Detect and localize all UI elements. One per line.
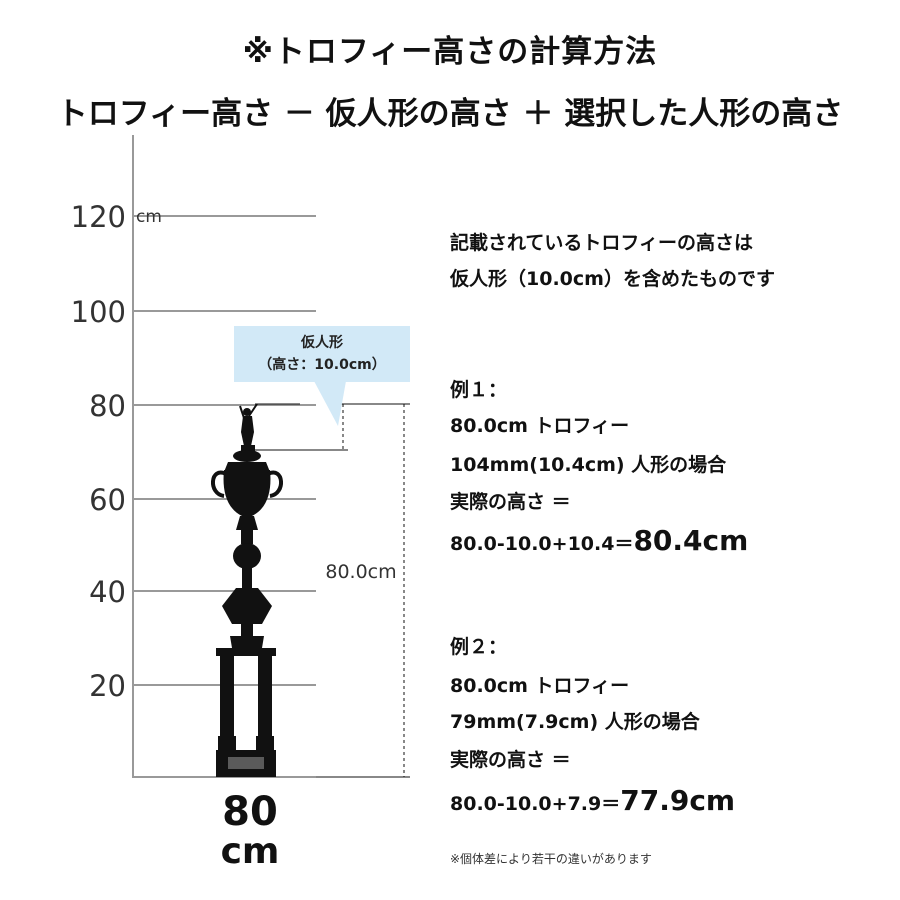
trophy-silhouette	[216, 403, 276, 777]
tick-label: 80	[89, 389, 126, 423]
trophy-size-value: 80	[222, 789, 278, 835]
tick-label: 120	[71, 200, 126, 234]
trophy-size-unit: cm	[220, 831, 280, 872]
tick-label: 40	[89, 575, 126, 609]
example2-title: 例２：	[450, 636, 508, 658]
example2-calculation: 80.0-10.0+7.9＝77.9cm	[450, 784, 735, 817]
callout-height: （高さ：10.0cm）	[258, 357, 386, 373]
left-handle	[211, 470, 227, 498]
callout-pointer	[314, 381, 346, 426]
example1-trophy: 80.0cm トロフィー	[450, 415, 630, 437]
example1-actual-label: 実際の高さ ＝	[450, 491, 571, 513]
dimension-label: 80.0cm	[325, 561, 396, 583]
callout-title: 仮人形	[301, 335, 343, 351]
example2-figure: 79mm(7.9cm) 人形の場合	[450, 711, 700, 733]
example2-calc: 80.0-10.0+7.9＝	[450, 793, 621, 815]
right-handle	[267, 470, 283, 498]
example1-figure: 104mm(10.4cm) 人形の場合	[450, 454, 727, 476]
formula-heading: トロフィー高さ － 仮人形の高さ ＋ 選択した人形の高さ	[56, 96, 844, 132]
example1-result: 80.4cm	[633, 524, 749, 557]
tick-label: 60	[89, 483, 126, 517]
example2-result: 77.9cm	[620, 784, 736, 817]
callout-box: 仮人形 （高さ：10.0cm）	[234, 326, 410, 382]
example2-trophy: 80.0cm トロフィー	[450, 675, 630, 697]
page-title: ※トロフィー高さの計算方法	[242, 34, 658, 70]
unit-label: cm	[136, 207, 162, 227]
base-plaque	[228, 757, 264, 769]
description-line2: 仮人形（10.0cm）を含めたものです	[450, 268, 775, 290]
example2-actual-label: 実際の高さ ＝	[450, 749, 571, 771]
description-line1: 記載されているトロフィーの高さは	[450, 232, 754, 254]
example1-calculation: 80.0-10.0+10.4＝80.4cm	[450, 524, 748, 557]
tick-label: 100	[71, 295, 126, 329]
tick-label: 20	[89, 669, 126, 703]
example1-calc: 80.0-10.0+10.4＝	[450, 533, 634, 555]
footnote: ※個体差により若干の違いがあります	[450, 852, 652, 866]
example1-title: 例１：	[450, 379, 508, 401]
